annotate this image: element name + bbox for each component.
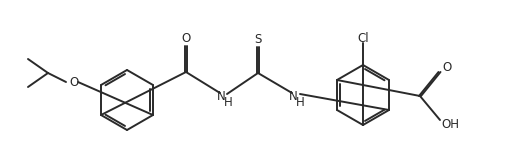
Text: Cl: Cl — [357, 32, 368, 45]
Text: H: H — [223, 95, 232, 109]
Text: O: O — [441, 61, 451, 73]
Text: H: H — [295, 95, 304, 109]
Text: S: S — [254, 32, 261, 45]
Text: O: O — [69, 75, 78, 89]
Text: OH: OH — [440, 118, 458, 132]
Text: N: N — [216, 89, 225, 103]
Text: N: N — [288, 89, 297, 103]
Text: O: O — [181, 32, 190, 45]
